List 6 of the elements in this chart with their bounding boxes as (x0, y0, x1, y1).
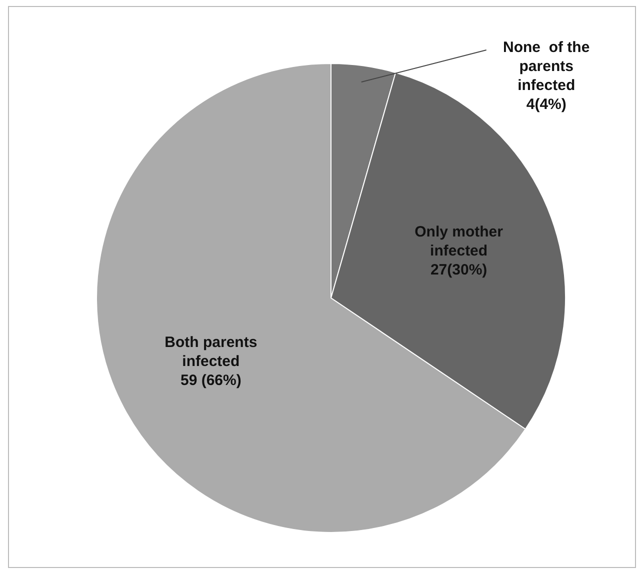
slice-label: Only mother infected (414, 224, 504, 260)
slice-label: Both parents infected (164, 334, 258, 370)
slice-label: None of the parents infected (503, 39, 590, 94)
data-label: 27(30%) (430, 262, 488, 279)
data-label: 4(4%) (526, 96, 566, 114)
data-label: 59 (66%) (180, 372, 242, 389)
